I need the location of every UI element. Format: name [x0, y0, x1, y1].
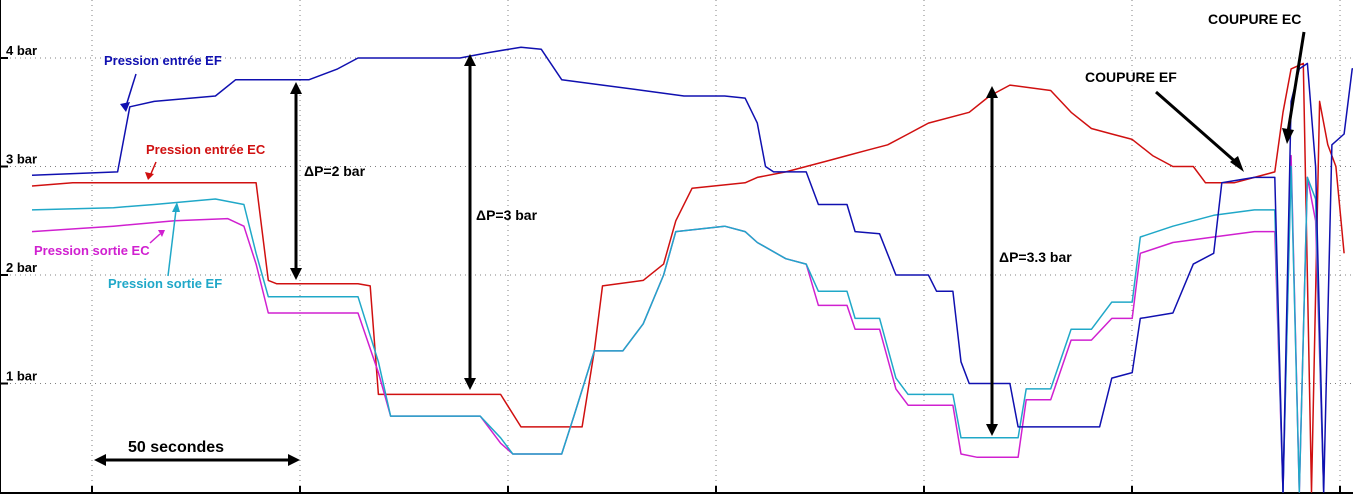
- y-tick-label: 2 bar: [6, 260, 37, 275]
- y-tick-label: 3 bar: [6, 152, 37, 167]
- annotations: Pression entrée EF Pression entrée EC Pres…: [34, 11, 1306, 466]
- dp-label-1: ΔP=2 bar: [304, 163, 366, 179]
- cut-ef-label: COUPURE EF: [1085, 69, 1177, 85]
- dp-arrow-2-head-top: [464, 54, 476, 66]
- cut-ef-arrowhead: [1230, 156, 1244, 172]
- y-tick-label: 1 bar: [6, 369, 37, 384]
- scale-bar-label: 50 secondes: [128, 439, 224, 456]
- cut-ec-label: COUPURE EC: [1208, 11, 1301, 27]
- scale-bar-head-left: [94, 454, 106, 466]
- cut-ec-arrowhead: [1282, 128, 1294, 144]
- series-line: [31, 46, 1353, 493]
- series-label-entree-ec: Pression entrée EC: [146, 142, 266, 157]
- scale-bar-head-right: [288, 454, 300, 466]
- dp-arrow-1-head-bottom: [290, 268, 302, 280]
- series-label-entree-ef: Pression entrée EF: [104, 53, 222, 68]
- arrowhead-entree-ec: [145, 172, 154, 180]
- arrowhead-sortie-ef: [172, 202, 180, 212]
- dp-label-2: ΔP=3 bar: [476, 207, 538, 223]
- pointer-entree-ef: [125, 73, 137, 107]
- pointer-sortie-ec: [149, 233, 161, 244]
- dp-arrow-3-head-top: [986, 86, 998, 98]
- dp-label-3: ΔP=3.3 bar: [999, 249, 1072, 265]
- series-line: [31, 154, 1325, 493]
- dp-arrow-1-head-top: [290, 82, 302, 94]
- series-label-sortie-ef: Pression sortie EF: [108, 276, 222, 291]
- dp-arrow-2-head-bottom: [464, 378, 476, 390]
- arrowhead-sortie-ec: [158, 230, 165, 237]
- series-lines: [31, 46, 1353, 493]
- series-line: [31, 62, 1345, 493]
- cut-ef-arrow: [1155, 90, 1239, 166]
- pointer-sortie-ef: [167, 209, 177, 277]
- dp-arrow-3-head-bottom: [986, 424, 998, 436]
- series-line: [31, 165, 1325, 493]
- cut-ec-arrow: [1286, 31, 1306, 133]
- arrowhead-entree-ef: [120, 102, 130, 112]
- series-label-sortie-ec: Pression sortie EC: [34, 243, 150, 258]
- y-tick-label: 4 bar: [6, 43, 37, 58]
